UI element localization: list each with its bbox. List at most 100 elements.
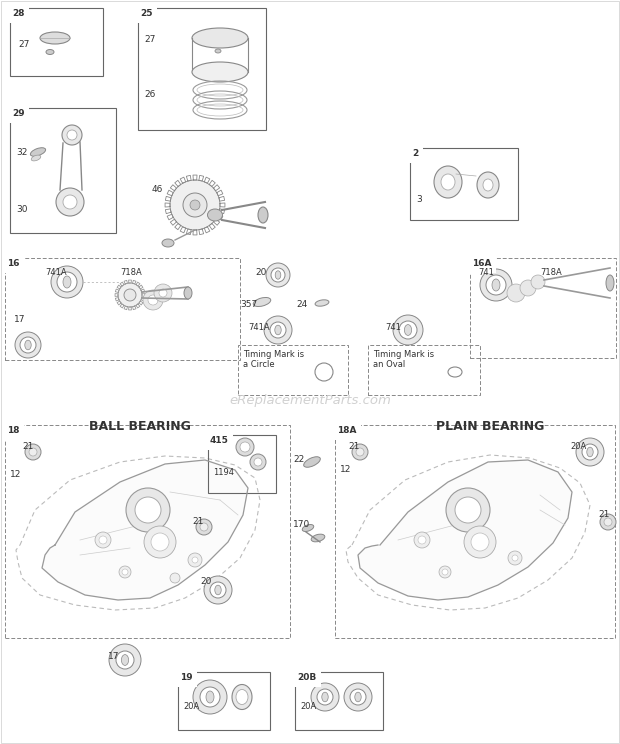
Circle shape: [151, 533, 169, 551]
Ellipse shape: [46, 50, 54, 54]
Ellipse shape: [122, 655, 128, 665]
Ellipse shape: [315, 300, 329, 307]
Circle shape: [236, 438, 254, 456]
Circle shape: [200, 523, 208, 531]
Ellipse shape: [215, 586, 221, 594]
Circle shape: [20, 337, 36, 353]
Bar: [470, 258, 616, 358]
Circle shape: [455, 497, 481, 523]
Text: 30: 30: [16, 205, 27, 214]
Text: an Oval: an Oval: [373, 360, 405, 369]
Text: 20A: 20A: [300, 702, 316, 711]
Circle shape: [344, 683, 372, 711]
Circle shape: [200, 687, 220, 707]
Circle shape: [144, 526, 176, 558]
Text: 18: 18: [7, 426, 19, 435]
Text: 170: 170: [293, 520, 310, 529]
Text: 22: 22: [293, 455, 304, 464]
Ellipse shape: [192, 28, 248, 48]
Text: eReplacementParts.com: eReplacementParts.com: [229, 394, 391, 406]
Circle shape: [148, 295, 158, 305]
Bar: [178, 672, 270, 730]
Circle shape: [311, 683, 339, 711]
Text: 16A: 16A: [472, 259, 492, 268]
Circle shape: [266, 263, 290, 287]
Circle shape: [29, 448, 37, 456]
Circle shape: [135, 497, 161, 523]
Text: 21: 21: [348, 442, 360, 451]
Text: a Circle: a Circle: [243, 360, 275, 369]
Circle shape: [264, 316, 292, 344]
Circle shape: [271, 268, 285, 282]
Circle shape: [576, 438, 604, 466]
Text: 3: 3: [416, 195, 422, 204]
Circle shape: [512, 555, 518, 561]
Circle shape: [51, 266, 83, 298]
Circle shape: [600, 514, 616, 530]
Circle shape: [270, 322, 286, 338]
Ellipse shape: [355, 692, 361, 702]
Text: Timing Mark is: Timing Mark is: [373, 350, 434, 359]
Circle shape: [95, 532, 111, 548]
Text: 19: 19: [180, 673, 193, 682]
Text: 718A: 718A: [120, 268, 142, 277]
Text: BALL BEARING: BALL BEARING: [89, 420, 191, 433]
Circle shape: [350, 689, 366, 705]
Ellipse shape: [253, 298, 271, 307]
Text: 20A: 20A: [183, 702, 199, 711]
Text: 16: 16: [7, 259, 19, 268]
Text: 1194: 1194: [213, 468, 234, 477]
Circle shape: [154, 284, 172, 302]
Text: 21: 21: [598, 510, 609, 519]
Bar: [5, 425, 290, 638]
Circle shape: [240, 442, 250, 452]
Ellipse shape: [31, 155, 41, 161]
Ellipse shape: [606, 275, 614, 291]
Ellipse shape: [162, 239, 174, 247]
Circle shape: [471, 533, 489, 551]
Circle shape: [109, 644, 141, 676]
Text: 21: 21: [22, 442, 33, 451]
Ellipse shape: [192, 62, 248, 82]
Circle shape: [531, 275, 545, 289]
Bar: [368, 345, 480, 395]
Text: 2: 2: [412, 149, 418, 158]
Ellipse shape: [434, 166, 462, 198]
Text: 32: 32: [16, 148, 27, 157]
Text: Timing Mark is: Timing Mark is: [243, 350, 304, 359]
Text: 17: 17: [108, 652, 120, 661]
Ellipse shape: [275, 325, 281, 335]
Ellipse shape: [236, 690, 248, 705]
Ellipse shape: [40, 32, 70, 44]
Ellipse shape: [587, 447, 593, 457]
Ellipse shape: [303, 525, 314, 531]
Bar: [138, 8, 266, 130]
Circle shape: [57, 272, 77, 292]
Ellipse shape: [208, 209, 223, 221]
Circle shape: [67, 130, 77, 140]
Ellipse shape: [311, 534, 325, 542]
Bar: [10, 108, 116, 233]
Circle shape: [414, 532, 430, 548]
Circle shape: [480, 269, 512, 301]
Circle shape: [356, 448, 364, 456]
Text: 28: 28: [12, 9, 25, 18]
Ellipse shape: [258, 207, 268, 223]
Circle shape: [56, 188, 84, 216]
Circle shape: [254, 458, 262, 466]
Ellipse shape: [275, 271, 281, 279]
Circle shape: [25, 444, 41, 460]
Ellipse shape: [477, 172, 499, 198]
Circle shape: [143, 290, 163, 310]
Circle shape: [126, 488, 170, 532]
Circle shape: [442, 569, 448, 575]
Text: 24: 24: [296, 300, 308, 309]
Circle shape: [418, 536, 426, 544]
Circle shape: [399, 321, 417, 339]
Circle shape: [446, 488, 490, 532]
Circle shape: [190, 200, 200, 210]
Bar: [238, 345, 348, 395]
Circle shape: [250, 454, 266, 470]
Circle shape: [15, 332, 41, 358]
Bar: [335, 425, 615, 638]
